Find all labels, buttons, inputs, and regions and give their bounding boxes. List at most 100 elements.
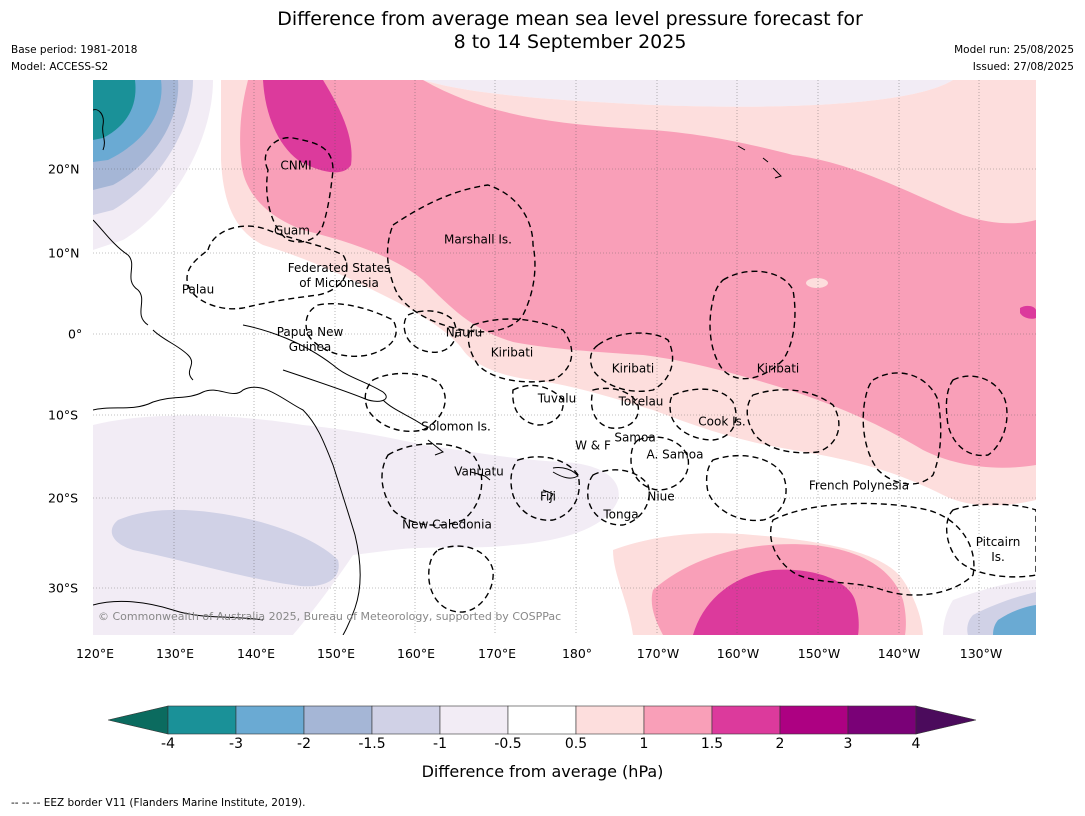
- region-label-new-caledonia: New Caledonia: [402, 517, 492, 532]
- lat-label-20n: 20°N: [48, 161, 80, 177]
- anomaly-hole: [806, 278, 828, 288]
- region-label-fsm-line2: of Micronesia: [299, 276, 379, 290]
- colorbar-under-arrow: [108, 705, 169, 735]
- region-label-tuvalu: Tuvalu: [537, 391, 577, 406]
- anomaly-area-magenta-dot: [1020, 305, 1036, 319]
- colorbar-tick-label: -1.5: [358, 736, 386, 752]
- region-label-pitcairn-line1: Pitcairn: [975, 535, 1021, 549]
- region-label-png-line1: Papua New: [276, 325, 344, 339]
- lon-label-140e: 140°E: [236, 646, 276, 661]
- anomaly-area-blue-se-core: [993, 605, 1036, 635]
- lon-label-160w: 160°W: [716, 646, 760, 661]
- map-panel: [93, 80, 1036, 635]
- region-label-tonga: Tonga: [603, 507, 639, 522]
- region-label-fsm-line1: Federated States: [287, 261, 391, 275]
- region-label-guam: Guam: [274, 223, 310, 238]
- colorbar-cell: [167, 705, 237, 735]
- colorbar-tick-label: -3: [229, 736, 243, 752]
- colorbar-cell: [643, 705, 713, 735]
- lon-label-160e: 160°E: [396, 646, 436, 661]
- anomaly-area-blue-south: [111, 509, 339, 587]
- region-label-fsm: Federated States of Micronesia: [288, 261, 390, 291]
- lat-label-0: 0°: [68, 326, 83, 342]
- region-label-palau: Palau: [181, 282, 215, 297]
- region-label-french-polynesia: French Polynesia: [808, 478, 910, 493]
- colorbar-cell: [711, 705, 781, 735]
- lon-label-150w: 150°W: [797, 646, 841, 661]
- region-label-pitcairn: Pitcairn Is.: [976, 535, 1021, 565]
- lon-label-170e: 170°E: [477, 646, 517, 661]
- colorbar-tick-label: 3: [843, 736, 853, 752]
- colorbar-cell: [575, 705, 645, 735]
- colorbar-tick-label: 4: [911, 736, 921, 752]
- anomaly-area-lavender-top: [423, 80, 953, 107]
- region-label-solomon-islands: Solomon Is.: [421, 419, 491, 434]
- eez-borders: [186, 136, 1036, 613]
- meta-right: Model run: 25/08/2025 Issued: 27/08/2025: [954, 42, 1074, 76]
- lat-label-10s: 10°S: [48, 407, 79, 423]
- region-label-tokelau: Tokelau: [618, 394, 664, 409]
- region-label-samoa: Samoa: [614, 430, 656, 445]
- lon-label-130e: 130°E: [155, 646, 195, 661]
- lon-label-130w: 130°W: [959, 646, 1003, 661]
- colorbar-cell: [439, 705, 509, 735]
- lon-label-140w: 140°W: [877, 646, 921, 661]
- region-label-vanuatu: Vanuatu: [454, 464, 504, 479]
- lon-label-120e: 120°E: [75, 646, 115, 661]
- region-label-pitcairn-line2: Is.: [991, 550, 1005, 564]
- colorbar-over-arrow: [915, 705, 977, 735]
- lat-label-30s: 30°S: [48, 580, 79, 596]
- map-title-line1: Difference from average mean sea level p…: [277, 8, 863, 30]
- region-label-american-samoa: A. Samoa: [646, 447, 704, 462]
- colorbar-label: Difference from average (hPa): [421, 762, 664, 781]
- colorbar-tick-label: 1.5: [700, 736, 724, 752]
- region-label-fiji: Fiji: [539, 489, 557, 504]
- anomaly-area-magenta-south: [693, 569, 859, 635]
- region-label-niue: Niue: [647, 489, 675, 504]
- copyright-notice: © Commonwealth of Australia 2025, Bureau…: [98, 610, 562, 623]
- lon-label-150e: 150°E: [316, 646, 356, 661]
- region-label-marshall-islands: Marshall Is.: [444, 232, 512, 247]
- region-label-png-line2: Guinea: [288, 340, 332, 354]
- colorbar-tick-label: 0.5: [564, 736, 588, 752]
- region-label-cook-islands: Cook Is.: [698, 414, 746, 429]
- region-label-cnmi: CNMI: [280, 158, 312, 173]
- region-label-png: Papua New Guinea: [277, 325, 344, 355]
- colorbar-cell: [847, 705, 917, 735]
- colorbar-cell: [303, 705, 373, 735]
- map-title-line2: 8 to 14 September 2025: [453, 31, 687, 53]
- model-run: Model run: 25/08/2025: [954, 44, 1074, 56]
- colorbar-tick-label: -4: [161, 736, 175, 752]
- lat-label-20s: 20°S: [48, 490, 79, 506]
- region-label-kiribati-central: Kiribati: [611, 361, 655, 376]
- colorbar-tick-label: -2: [297, 736, 311, 752]
- lat-label-10n: 10°N: [48, 245, 80, 261]
- anomaly-area-magenta-north: [263, 80, 352, 173]
- colorbar: [108, 705, 977, 735]
- colorbar-cell: [371, 705, 441, 735]
- colorbar-tick-label: -1: [433, 736, 447, 752]
- colorbar-tick-label: 2: [775, 736, 785, 752]
- region-label-nauru: Nauru: [445, 325, 483, 340]
- coastlines: [93, 109, 782, 635]
- colorbar-tick-label: -0.5: [494, 736, 522, 752]
- map-title: Difference from average mean sea level p…: [0, 8, 1085, 54]
- colorbar-tick-label: 1: [639, 736, 649, 752]
- region-label-kiribati-east: Kiribati: [756, 361, 800, 376]
- model-name: Model: ACCESS-S2: [11, 61, 109, 73]
- issued-date: Issued: 27/08/2025: [972, 61, 1074, 73]
- colorbar-cell: [507, 705, 577, 735]
- colorbar-cell: [779, 705, 849, 735]
- lon-label-170w: 170°W: [636, 646, 680, 661]
- base-period: Base period: 1981-2018: [11, 44, 138, 56]
- region-label-wallis-futuna: W & F: [575, 438, 611, 453]
- anomaly-area-teal-core: [93, 80, 136, 140]
- eez-legend-footnote: -- -- -- EEZ border V11 (Flanders Marine…: [11, 797, 306, 809]
- anomaly-area-pink-main: [240, 80, 1036, 468]
- anomaly-area-lavender-south: [93, 415, 619, 635]
- meta-left: Base period: 1981-2018 Model: ACCESS-S2: [11, 42, 137, 76]
- lon-label-180: 180°: [561, 646, 593, 661]
- graticule: [93, 80, 1036, 635]
- region-label-kiribati-west: Kiribati: [490, 345, 534, 360]
- colorbar-cell: [235, 705, 305, 735]
